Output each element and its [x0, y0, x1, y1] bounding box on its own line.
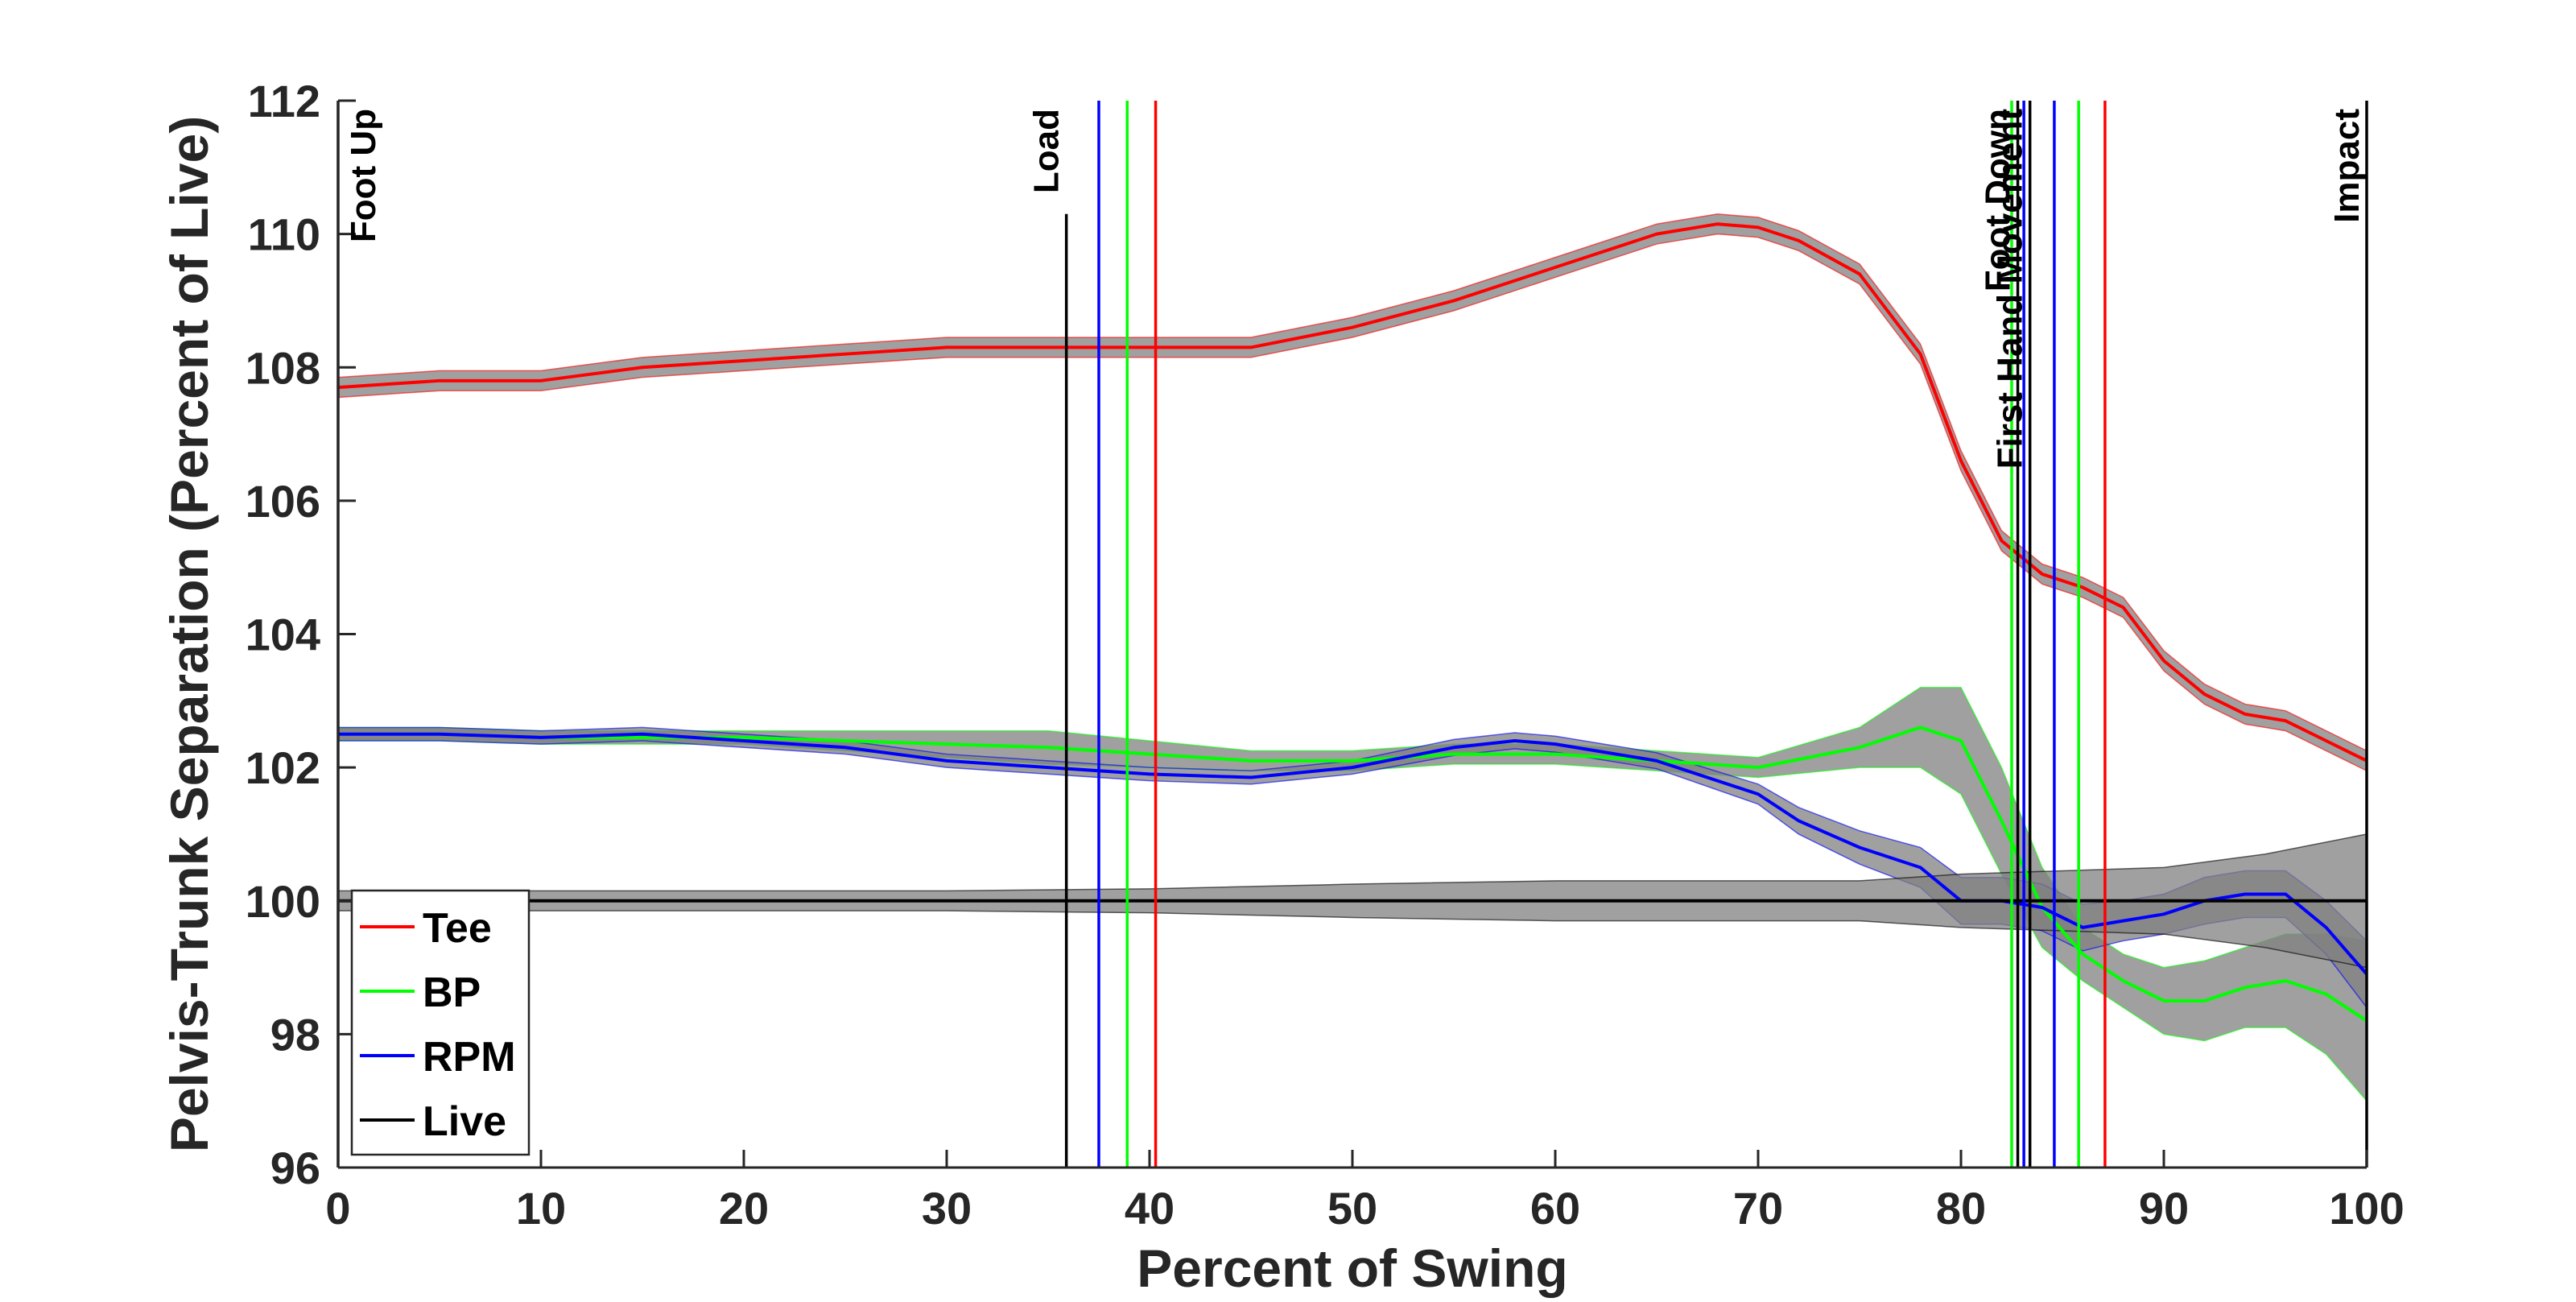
- event-label-first-hand-movement: First Hand Movement: [1991, 109, 2030, 469]
- x-tick-label: 20: [719, 1183, 769, 1234]
- tee-line: [337, 222, 2368, 763]
- series-lines: [337, 222, 2368, 1023]
- bp-line: [338, 725, 2368, 1023]
- legend-box: [350, 889, 530, 1156]
- x-tick-label: 90: [2139, 1183, 2189, 1234]
- x-tick-label: 30: [922, 1183, 972, 1234]
- x-tick-label: 80: [1936, 1183, 1986, 1234]
- y-tick-label: 106: [246, 476, 320, 527]
- y-tick-label: 100: [246, 876, 320, 927]
- confidence-bands: [337, 213, 2368, 1103]
- axes: [336, 101, 2367, 1169]
- legend-label-tee: Tee: [423, 905, 492, 952]
- y-tick-label: 112: [248, 76, 320, 126]
- legend-label-live: Live: [423, 1098, 506, 1145]
- x-tick-label: 70: [1733, 1183, 1783, 1234]
- event-label-foot-down: Foot Down: [1979, 109, 2018, 291]
- ticks: 0 10 20 30 40 50 60 70 80 90 100 96 98 100 102 104 106 10…: [246, 76, 2405, 1234]
- y-tick-label: 96: [270, 1143, 320, 1193]
- rpm-line: [338, 732, 2368, 976]
- legend: Tee BP RPM Live: [350, 889, 530, 1156]
- y-tick-label: 108: [246, 342, 320, 393]
- y-tick-label: 98: [270, 1009, 320, 1060]
- x-tick-label: 50: [1327, 1183, 1377, 1234]
- tee-band: [337, 213, 2368, 772]
- event-label-foot-up: Foot Up: [344, 109, 383, 242]
- legend-label-bp: BP: [423, 969, 481, 1016]
- y-axis-label: Pelvis-Trunk Separation (Percent of Live…: [159, 116, 219, 1152]
- y-tick-label: 102: [246, 742, 320, 793]
- x-tick-label: 40: [1125, 1183, 1174, 1234]
- x-tick-label: 100: [2329, 1183, 2404, 1234]
- rpm-band: [337, 726, 2368, 1010]
- legend-label-rpm: RPM: [423, 1034, 516, 1081]
- x-tick-label: 10: [516, 1183, 566, 1234]
- y-tick-label: 104: [246, 610, 320, 660]
- x-tick-label: 60: [1530, 1183, 1580, 1234]
- x-tick-label: 0: [325, 1183, 350, 1234]
- x-axis-label: Percent of Swing: [1137, 1238, 1567, 1298]
- event-label-load: Load: [1027, 109, 1067, 193]
- event-lines: [336, 101, 2368, 1168]
- event-label-impact: Impact: [2327, 109, 2367, 223]
- y-tick-label: 110: [248, 209, 320, 260]
